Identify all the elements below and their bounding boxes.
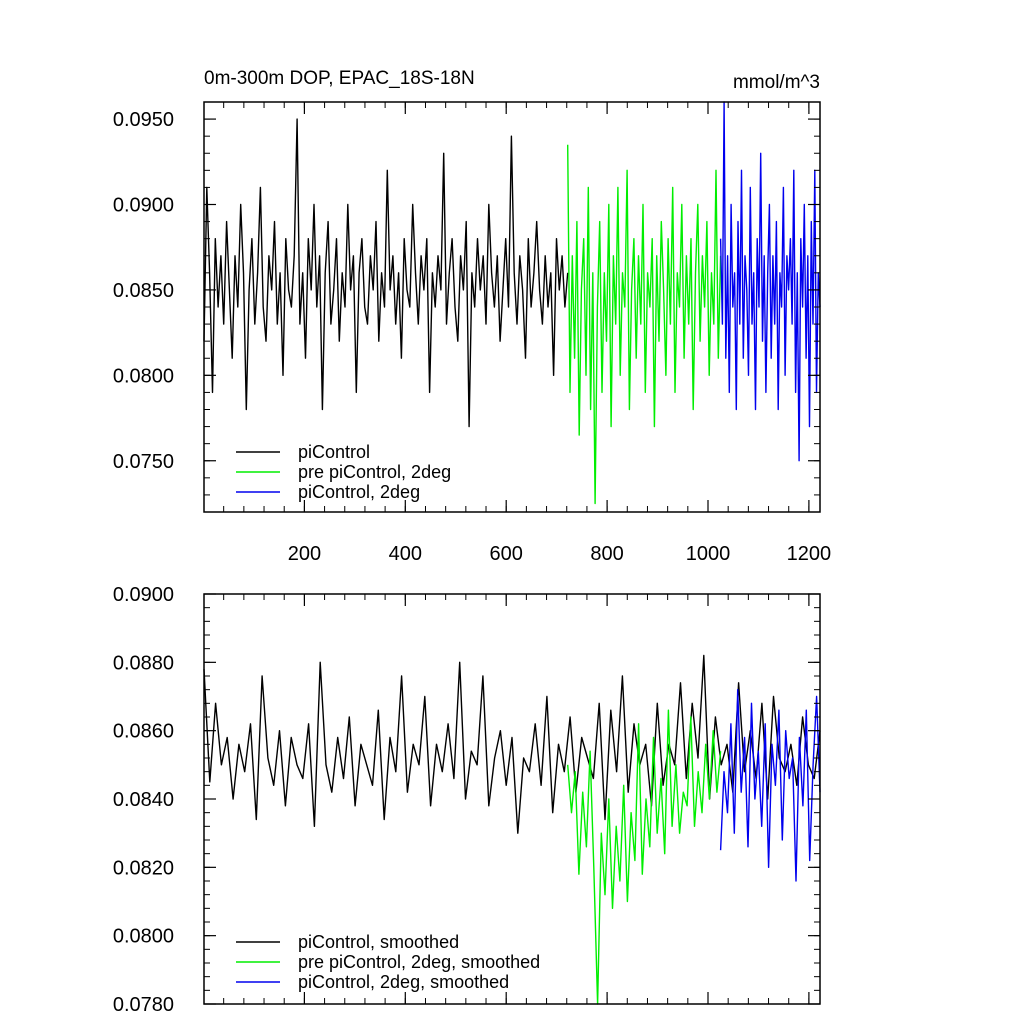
top-panel: 0m-300m DOP, EPAC_18S-18N mmol/m^3 0.075… — [113, 68, 831, 565]
series-line-2 — [567, 144, 722, 505]
x-tick-label: 1200 — [787, 543, 832, 565]
legend-label-3: piControl, 2deg — [298, 482, 420, 502]
series-layer — [203, 654, 821, 1005]
y-tick-label: 0.0800 — [113, 926, 174, 948]
y-tick-label: 0.0750 — [113, 451, 174, 473]
y-tick-label: 0.0900 — [113, 195, 174, 217]
series-line-2 — [567, 709, 722, 1005]
x-tick-label: 1000 — [686, 543, 731, 565]
legend-label-2: pre piControl, 2deg — [298, 462, 451, 482]
series-line-3 — [719, 101, 821, 462]
legend-label-1: piControl — [298, 442, 370, 462]
y-tick-label: 0.0840 — [113, 789, 174, 811]
y-tick-label: 0.0850 — [113, 280, 174, 302]
x-tick-label: 800 — [590, 543, 623, 565]
y-tick-label: 0.0860 — [113, 721, 174, 743]
legend-label-1: piControl, smoothed — [298, 932, 459, 952]
legend-label-2: pre piControl, 2deg, smoothed — [298, 952, 540, 972]
y-tick-label: 0.0950 — [113, 109, 174, 131]
bottom-panel: 0.0780 0.0800 0.0820 0.0840 0.0860 0.0880 0.09… — [113, 584, 821, 1016]
y-tick-label: 0.0780 — [113, 994, 174, 1016]
y-tick-label: 0.0820 — [113, 857, 174, 879]
x-tick-label: 600 — [490, 543, 523, 565]
y-tick-label: 0.0900 — [113, 584, 174, 606]
y-tick-label: 0.0800 — [113, 365, 174, 387]
legend-label-3: piControl, 2deg, smoothed — [298, 972, 509, 992]
x-tick-label: 200 — [288, 543, 321, 565]
axes-layer: 0.0750 0.0800 0.0850 0.0900 0.0950 200 400 600 8… — [113, 101, 832, 565]
series-layer — [203, 101, 821, 505]
series-line-1 — [203, 118, 569, 428]
plot-frame — [203, 101, 821, 513]
plot-frame — [203, 593, 821, 1005]
chart-title: 0m-300m DOP, EPAC_18S-18N — [204, 68, 475, 89]
units-label: mmol/m^3 — [733, 72, 820, 93]
series-line-3 — [719, 689, 821, 882]
y-tick-label: 0.0880 — [113, 652, 174, 674]
axes-layer: 0.0780 0.0800 0.0820 0.0840 0.0860 0.0880 0.09… — [113, 584, 820, 1016]
series-line-1 — [203, 654, 821, 834]
x-tick-label: 400 — [389, 543, 422, 565]
